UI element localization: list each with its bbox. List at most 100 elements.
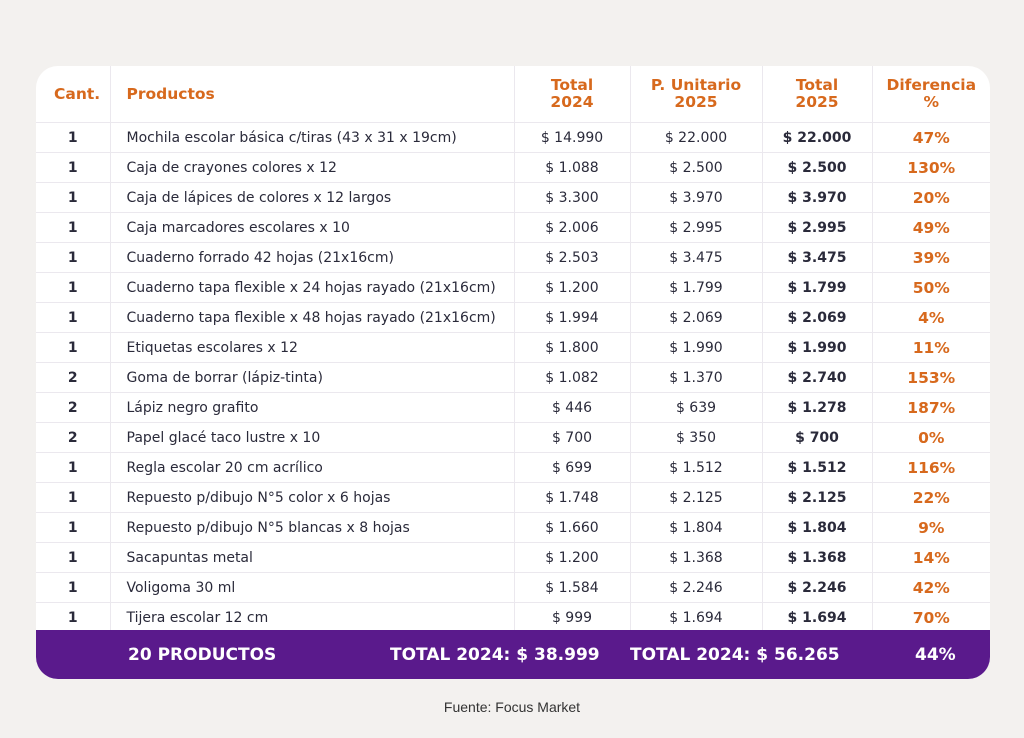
cell-cant: 1	[36, 572, 110, 603]
header-unitario-2025: P. Unitario 2025	[629, 66, 762, 123]
header-unitario-2025-line1: P. Unitario	[650, 76, 742, 94]
cell-total-2024: $ 1.660	[513, 512, 630, 543]
cell-diferencia: 14%	[871, 542, 990, 573]
header-total-2025-line2: 2025	[795, 93, 839, 111]
table-row: 1 Tijera escolar 12 cm $ 999 $ 1.694 $ 1.694…	[36, 602, 990, 632]
cell-cant: 1	[36, 332, 110, 363]
cell-total-2024: $ 1.200	[513, 272, 630, 303]
price-table: Cant. Productos Total 2024 P. Unitario 2…	[36, 66, 990, 632]
cell-diferencia: 11%	[871, 332, 990, 363]
cell-producto: Lápiz negro grafito	[109, 392, 514, 423]
cell-cant: 1	[36, 212, 110, 243]
cell-total-2025: $ 2.125	[761, 482, 872, 513]
cell-producto: Cuaderno tapa flexible x 24 hojas rayado…	[109, 272, 514, 303]
cell-total-2024: $ 14.990	[513, 122, 630, 153]
cell-total-2024: $ 1.082	[513, 362, 630, 393]
table-row: 1 Repuesto p/dibujo N°5 color x 6 hojas $ …	[36, 482, 990, 513]
table-row: 1 Etiquetas escolares x 12 $ 1.800 $ 1.990 $…	[36, 332, 990, 363]
cell-total-2024: $ 1.584	[513, 572, 630, 603]
cell-total-2024: $ 1.800	[513, 332, 630, 363]
cell-diferencia: 42%	[871, 572, 990, 603]
cell-total-2024: $ 699	[513, 452, 630, 483]
cell-cant: 2	[36, 362, 110, 393]
cell-diferencia: 0%	[871, 422, 990, 453]
source-caption: Fuente: Focus Market	[443, 699, 581, 715]
cell-total-2024: $ 700	[513, 422, 630, 453]
cell-diferencia: 50%	[871, 272, 990, 303]
table-row: 1 Caja de lápices de colores x 12 largos $…	[36, 182, 990, 213]
table-row: 1 Regla escolar 20 cm acrílico $ 699 $ 1.51…	[36, 452, 990, 483]
cell-producto: Tijera escolar 12 cm	[109, 602, 514, 632]
table-row: 2 Lápiz negro grafito $ 446 $ 639 $ 1.278 187…	[36, 392, 990, 423]
cell-total-2025: $ 1.278	[761, 392, 872, 423]
header-total-2025: Total 2025	[761, 66, 872, 123]
cell-cant: 1	[36, 602, 110, 632]
cell-producto: Caja marcadores escolares x 10	[109, 212, 514, 243]
footer-total-2024: TOTAL 2024: $ 38.999	[390, 645, 600, 665]
cell-producto: Cuaderno forrado 42 hojas (21x16cm)	[109, 242, 514, 273]
cell-unitario-2025: $ 1.370	[629, 362, 762, 393]
cell-cant: 1	[36, 302, 110, 333]
table-body: 1 Mochila escolar básica c/tiras (43 x 31…	[36, 122, 990, 632]
cell-cant: 1	[36, 542, 110, 573]
header-total-2024-line2: 2024	[550, 93, 594, 111]
cell-producto: Repuesto p/dibujo N°5 color x 6 hojas	[109, 482, 514, 513]
cell-cant: 1	[36, 152, 110, 183]
cell-total-2025: $ 3.475	[761, 242, 872, 273]
cell-cant: 2	[36, 422, 110, 453]
cell-total-2024: $ 1.088	[513, 152, 630, 183]
header-diferencia-line2: %	[923, 93, 940, 111]
header-unitario-2025-line2: 2025	[674, 93, 718, 111]
cell-producto: Mochila escolar básica c/tiras (43 x 31 …	[109, 122, 514, 153]
header-diferencia: Diferencia %	[871, 66, 990, 123]
cell-producto: Etiquetas escolares x 12	[109, 332, 514, 363]
cell-cant: 2	[36, 392, 110, 423]
cell-unitario-2025: $ 1.990	[629, 332, 762, 363]
cell-total-2024: $ 3.300	[513, 182, 630, 213]
cell-total-2024: $ 1.200	[513, 542, 630, 573]
cell-total-2025: $ 2.995	[761, 212, 872, 243]
footer-diferencia: 44%	[915, 645, 956, 665]
footer-total-2025: TOTAL 2024: $ 56.265	[630, 645, 840, 665]
table-row: 1 Mochila escolar básica c/tiras (43 x 31…	[36, 122, 990, 153]
cell-diferencia: 130%	[871, 152, 990, 183]
cell-diferencia: 49%	[871, 212, 990, 243]
cell-producto: Cuaderno tapa flexible x 48 hojas rayado…	[109, 302, 514, 333]
cell-unitario-2025: $ 2.125	[629, 482, 762, 513]
cell-total-2025: $ 1.799	[761, 272, 872, 303]
header-productos: Productos	[109, 66, 514, 123]
cell-total-2025: $ 700	[761, 422, 872, 453]
table-row: 1 Voligoma 30 ml $ 1.584 $ 2.246 $ 2.246 42%	[36, 572, 990, 603]
table-header-row: Cant. Productos Total 2024 P. Unitario 2…	[36, 66, 990, 123]
cell-total-2025: $ 1.512	[761, 452, 872, 483]
cell-producto: Sacapuntas metal	[109, 542, 514, 573]
cell-total-2025: $ 1.804	[761, 512, 872, 543]
cell-diferencia: 39%	[871, 242, 990, 273]
cell-diferencia: 187%	[871, 392, 990, 423]
cell-cant: 1	[36, 272, 110, 303]
cell-total-2025: $ 1.368	[761, 542, 872, 573]
table-row: 1 Caja de crayones colores x 12 $ 1.088 $ 2…	[36, 152, 990, 183]
cell-total-2024: $ 2.006	[513, 212, 630, 243]
cell-total-2025: $ 2.069	[761, 302, 872, 333]
cell-unitario-2025: $ 1.512	[629, 452, 762, 483]
cell-diferencia: 20%	[871, 182, 990, 213]
cell-cant: 1	[36, 182, 110, 213]
table-row: 2 Papel glacé taco lustre x 10 $ 700 $ 350 $…	[36, 422, 990, 453]
cell-total-2024: $ 1.994	[513, 302, 630, 333]
table-row: 1 Cuaderno tapa flexible x 24 hojas rayad…	[36, 272, 990, 303]
cell-diferencia: 153%	[871, 362, 990, 393]
cell-total-2024: $ 1.748	[513, 482, 630, 513]
cell-total-2025: $ 1.694	[761, 602, 872, 632]
cell-producto: Caja de lápices de colores x 12 largos	[109, 182, 514, 213]
cell-total-2025: $ 1.990	[761, 332, 872, 363]
cell-unitario-2025: $ 350	[629, 422, 762, 453]
cell-cant: 1	[36, 482, 110, 513]
cell-unitario-2025: $ 2.995	[629, 212, 762, 243]
header-cant: Cant.	[54, 84, 101, 103]
table-row: 1 Cuaderno forrado 42 hojas (21x16cm) $ 2.…	[36, 242, 990, 273]
cell-unitario-2025: $ 1.694	[629, 602, 762, 632]
cell-diferencia: 4%	[871, 302, 990, 333]
cell-total-2025: $ 22.000	[761, 122, 872, 153]
cell-diferencia: 116%	[871, 452, 990, 483]
